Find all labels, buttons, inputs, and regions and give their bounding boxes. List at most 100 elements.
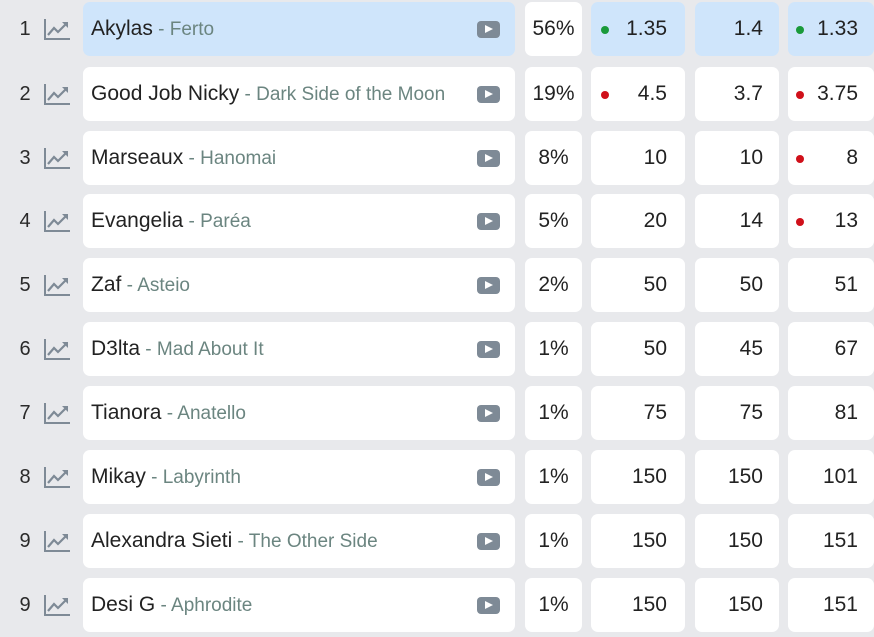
line-chart-icon[interactable] xyxy=(43,594,71,616)
song-title: Paréa xyxy=(200,211,251,232)
odds-value: 151 xyxy=(822,529,858,552)
play-video-icon[interactable] xyxy=(477,533,500,550)
line-chart-icon[interactable] xyxy=(43,530,71,552)
odds-cell[interactable]: 150 xyxy=(591,514,685,568)
odds-cell[interactable]: 81 xyxy=(788,386,874,440)
odds-value: 67 xyxy=(834,337,858,360)
table-row[interactable]: 4 Evangelia - Paréa 5% 20 14 13 xyxy=(0,194,874,248)
odds-cell[interactable]: 150 xyxy=(591,578,685,632)
play-video-icon[interactable] xyxy=(477,405,500,422)
odds-cell[interactable]: 3.7 xyxy=(695,67,779,121)
play-video-icon[interactable] xyxy=(477,86,500,103)
contestant-cell[interactable]: Evangelia - Paréa xyxy=(83,194,515,248)
contestant-cell[interactable]: Zaf - Asteio xyxy=(83,258,515,312)
artist-name: Zaf xyxy=(91,273,122,296)
table-row[interactable]: 9 Alexandra Sieti - The Other Side 1% 150… xyxy=(0,514,874,568)
odds-value: 8 xyxy=(846,146,858,169)
odds-cell[interactable]: 150 xyxy=(591,450,685,504)
line-chart-icon[interactable] xyxy=(43,402,71,424)
contestant-cell[interactable]: Alexandra Sieti - The Other Side xyxy=(83,514,515,568)
line-chart-icon[interactable] xyxy=(43,274,71,296)
contestant-cell[interactable]: Marseaux - Hanomai xyxy=(83,131,515,185)
contestant-cell[interactable]: Akylas - Ferto xyxy=(83,2,515,56)
play-video-icon[interactable] xyxy=(477,21,500,38)
odds-value: 4.5 xyxy=(637,82,667,105)
odds-cell[interactable]: 8 xyxy=(788,131,874,185)
contestant-cell[interactable]: Desi G - Aphrodite xyxy=(83,578,515,632)
rank: 4 xyxy=(19,210,31,232)
play-video-icon[interactable] xyxy=(477,597,500,614)
odds-cell[interactable]: 101 xyxy=(788,450,874,504)
line-chart-icon[interactable] xyxy=(43,338,71,360)
odds-shortened-dot-icon xyxy=(796,26,804,34)
table-row[interactable]: 6 D3lta - Mad About It 1% 50 45 67 xyxy=(0,322,874,376)
table-row[interactable]: 3 Marseaux - Hanomai 8% 10 10 8 xyxy=(0,131,874,185)
odds-value: 75 xyxy=(739,401,763,424)
play-video-icon[interactable] xyxy=(477,213,500,230)
odds-cell[interactable]: 3.75 xyxy=(788,67,874,121)
odds-cell[interactable]: 151 xyxy=(788,578,874,632)
odds-cell[interactable]: 45 xyxy=(695,322,779,376)
odds-cell[interactable]: 1.33 xyxy=(788,2,874,56)
odds-cell[interactable]: 150 xyxy=(695,450,779,504)
odds-drifted-dot-icon xyxy=(601,91,609,99)
odds-cell[interactable]: 150 xyxy=(695,514,779,568)
line-chart-icon[interactable] xyxy=(43,18,71,40)
song-title: Mad About It xyxy=(156,339,264,360)
odds-cell[interactable]: 20 xyxy=(591,194,685,248)
rank: 1 xyxy=(19,18,31,40)
artist-name: Marseaux xyxy=(91,146,184,169)
line-chart-icon[interactable] xyxy=(43,210,71,232)
line-chart-icon[interactable] xyxy=(43,147,71,169)
odds-cell[interactable]: 75 xyxy=(591,386,685,440)
odds-value: 1.33 xyxy=(817,17,858,40)
rank: 7 xyxy=(19,402,31,424)
play-video-icon[interactable] xyxy=(477,341,500,358)
odds-cell[interactable]: 150 xyxy=(695,578,779,632)
song-title: The Other Side xyxy=(248,531,378,552)
odds-drifted-dot-icon xyxy=(796,218,804,226)
percent-cell: 1% xyxy=(525,450,582,504)
line-chart-icon[interactable] xyxy=(43,466,71,488)
contestant-cell[interactable]: Good Job Nicky - Dark Side of the Moon xyxy=(83,67,515,121)
odds-cell[interactable]: 50 xyxy=(591,322,685,376)
percent-cell: 1% xyxy=(525,322,582,376)
odds-cell[interactable]: 14 xyxy=(695,194,779,248)
play-video-icon[interactable] xyxy=(477,469,500,486)
song-title: Dark Side of the Moon xyxy=(256,84,446,105)
odds-cell[interactable]: 4.5 xyxy=(591,67,685,121)
line-chart-icon[interactable] xyxy=(43,83,71,105)
odds-value: 150 xyxy=(727,593,763,616)
table-row[interactable]: 8 Mikay - Labyrinth 1% 150 150 101 xyxy=(0,450,874,504)
play-video-icon[interactable] xyxy=(477,150,500,167)
play-video-icon[interactable] xyxy=(477,277,500,294)
artist-name: Good Job Nicky xyxy=(91,82,240,105)
contestant-cell[interactable]: D3lta - Mad About It xyxy=(83,322,515,376)
odds-value: 45 xyxy=(739,337,763,360)
odds-cell[interactable]: 1.35 xyxy=(591,2,685,56)
song-title: Hanomai xyxy=(200,148,277,169)
odds-cell[interactable]: 151 xyxy=(788,514,874,568)
table-row[interactable]: 5 Zaf - Asteio 2% 50 50 51 xyxy=(0,258,874,312)
song-title: Ferto xyxy=(169,19,215,40)
odds-cell[interactable]: 67 xyxy=(788,322,874,376)
odds-cell[interactable]: 10 xyxy=(591,131,685,185)
table-row[interactable]: 2 Good Job Nicky - Dark Side of the Moon… xyxy=(0,67,874,121)
odds-cell[interactable]: 50 xyxy=(695,258,779,312)
odds-cell[interactable]: 10 xyxy=(695,131,779,185)
odds-value: 50 xyxy=(739,273,763,296)
odds-cell[interactable]: 75 xyxy=(695,386,779,440)
odds-cell[interactable]: 1.4 xyxy=(695,2,779,56)
odds-cell[interactable]: 50 xyxy=(591,258,685,312)
table-row[interactable]: 7 Tianora - Anatello 1% 75 75 81 xyxy=(0,386,874,440)
contestant-cell[interactable]: Mikay - Labyrinth xyxy=(83,450,515,504)
odds-value: 20 xyxy=(643,209,667,232)
odds-cell[interactable]: 13 xyxy=(788,194,874,248)
contestant-cell[interactable]: Tianora - Anatello xyxy=(83,386,515,440)
table-row[interactable]: 1 Akylas - Ferto 56% 1.35 1.4 1.33 xyxy=(0,2,874,56)
table-row[interactable]: 9 Desi G - Aphrodite 1% 150 150 151 xyxy=(0,578,874,632)
odds-cell[interactable]: 51 xyxy=(788,258,874,312)
odds-value: 150 xyxy=(727,529,763,552)
percent-cell: 1% xyxy=(525,578,582,632)
odds-value: 81 xyxy=(834,401,858,424)
